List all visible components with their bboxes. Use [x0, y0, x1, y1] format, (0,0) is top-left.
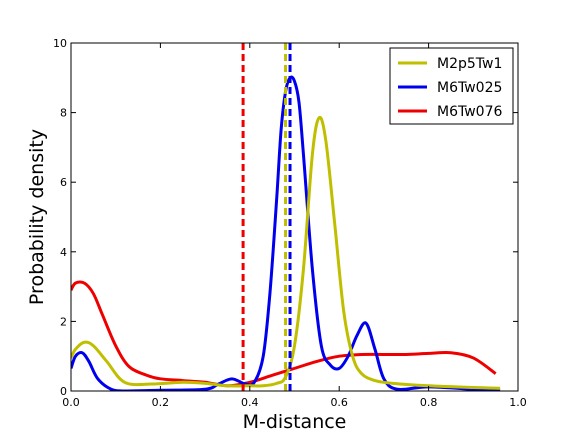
y-axis-label: Probability density — [26, 129, 48, 305]
x-tick-label: 0.8 — [420, 396, 438, 409]
y-tick-label: 6 — [60, 176, 67, 189]
x-tick-label: 0.0 — [62, 396, 80, 409]
y-tick-label: 4 — [60, 246, 67, 259]
legend-label: M2p5Tw1 — [437, 56, 502, 72]
x-axis-label: M-distance — [243, 411, 347, 433]
y-tick-label: 2 — [60, 315, 67, 328]
chart-vlines — [241, 43, 292, 391]
x-tick-label: 0.4 — [241, 396, 259, 409]
x-tick-label: 0.6 — [330, 396, 348, 409]
x-tick-label: 0.2 — [152, 396, 170, 409]
legend-label: M6Tw025 — [437, 80, 502, 96]
y-tick-label: 10 — [53, 37, 67, 50]
y-tick-label: 0 — [60, 385, 67, 398]
axis-ticks: 0.0 0.2 0.4 0.6 0.8 1.0 0 2 4 6 8 10 — [53, 37, 527, 409]
series-line-M2p5Tw1 — [71, 115, 501, 390]
legend: M2p5Tw1 M6Tw025 M6Tw076 — [389, 47, 514, 125]
plot-frame — [70, 42, 519, 392]
legend-entries: M2p5Tw1 M6Tw025 M6Tw076 — [398, 56, 502, 120]
legend-label: M6Tw076 — [437, 104, 502, 120]
x-tick-label: 1.0 — [509, 396, 527, 409]
y-tick-label: 8 — [60, 107, 67, 120]
